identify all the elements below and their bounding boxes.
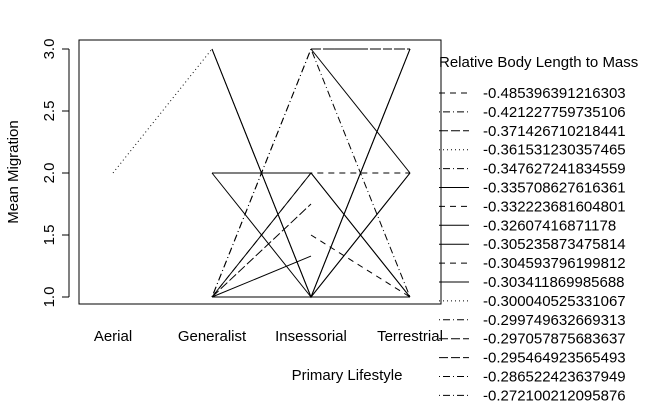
y-axis: 1.0 1.5 2.0 2.5 3.0 xyxy=(41,39,70,308)
legend-label-10: -0.304593796199812 xyxy=(483,255,626,272)
series-line-11 xyxy=(211,203,312,298)
legend-label-16: -0.286522423637949 xyxy=(483,369,626,386)
legend-label-4: -0.361531230357465 xyxy=(483,142,626,159)
legend-label-14: -0.297057875683637 xyxy=(483,331,626,348)
series-line-16 xyxy=(310,48,411,298)
y-tick-label: 1.0 xyxy=(41,287,58,308)
x-axis-title: Primary Lifestyle xyxy=(292,367,403,384)
series-line-13 xyxy=(310,234,411,298)
series-lines xyxy=(112,47,411,299)
legend-label-8: -0.32607416871178 xyxy=(483,217,616,234)
x-tick-label: Insessorial xyxy=(275,328,347,345)
legend-label-15: -0.295464923565493 xyxy=(483,350,626,367)
legend-label-12: -0.300040525331067 xyxy=(483,293,626,310)
x-tick-label: Generalist xyxy=(178,328,247,345)
x-axis-tick-labels: Aerial Generalist Insessorial Terrestrial xyxy=(94,328,443,345)
legend-label-1: -0.485396391216303 xyxy=(483,85,626,102)
series-line-14 xyxy=(310,48,411,174)
legend-label-11: -0.303411869985688 xyxy=(483,274,625,291)
y-tick-label: 2.5 xyxy=(41,101,58,122)
legend: Relative Body Length to Mass -0.48539639… xyxy=(439,54,638,404)
legend-label-17: -0.272100212095876 xyxy=(483,387,626,404)
legend-label-2: -0.421227759735106 xyxy=(483,104,626,121)
legend-label-3: -0.371426710218441 xyxy=(483,123,626,140)
legend-label-5: -0.347627241834559 xyxy=(483,161,626,178)
series-line-9 xyxy=(211,172,410,298)
x-tick-label: Terrestrial xyxy=(377,328,443,345)
x-tick-label: Aerial xyxy=(94,328,132,345)
legend-label-6: -0.335708627616361 xyxy=(483,180,626,197)
legend-label-9: -0.305235873475814 xyxy=(483,236,626,253)
series-line-1 xyxy=(112,48,213,174)
legend-label-13: -0.299749632669313 xyxy=(483,312,626,329)
legend-label-7: -0.332223681604801 xyxy=(483,198,626,215)
legend-title: Relative Body Length to Mass xyxy=(439,54,638,71)
plot-frame xyxy=(78,39,442,305)
y-tick-label: 3.0 xyxy=(41,39,58,60)
y-axis-title: Mean Migration xyxy=(5,120,22,223)
y-tick-label: 1.5 xyxy=(41,225,58,246)
series-line-12 xyxy=(211,255,312,298)
y-tick-label: 2.0 xyxy=(41,163,58,184)
